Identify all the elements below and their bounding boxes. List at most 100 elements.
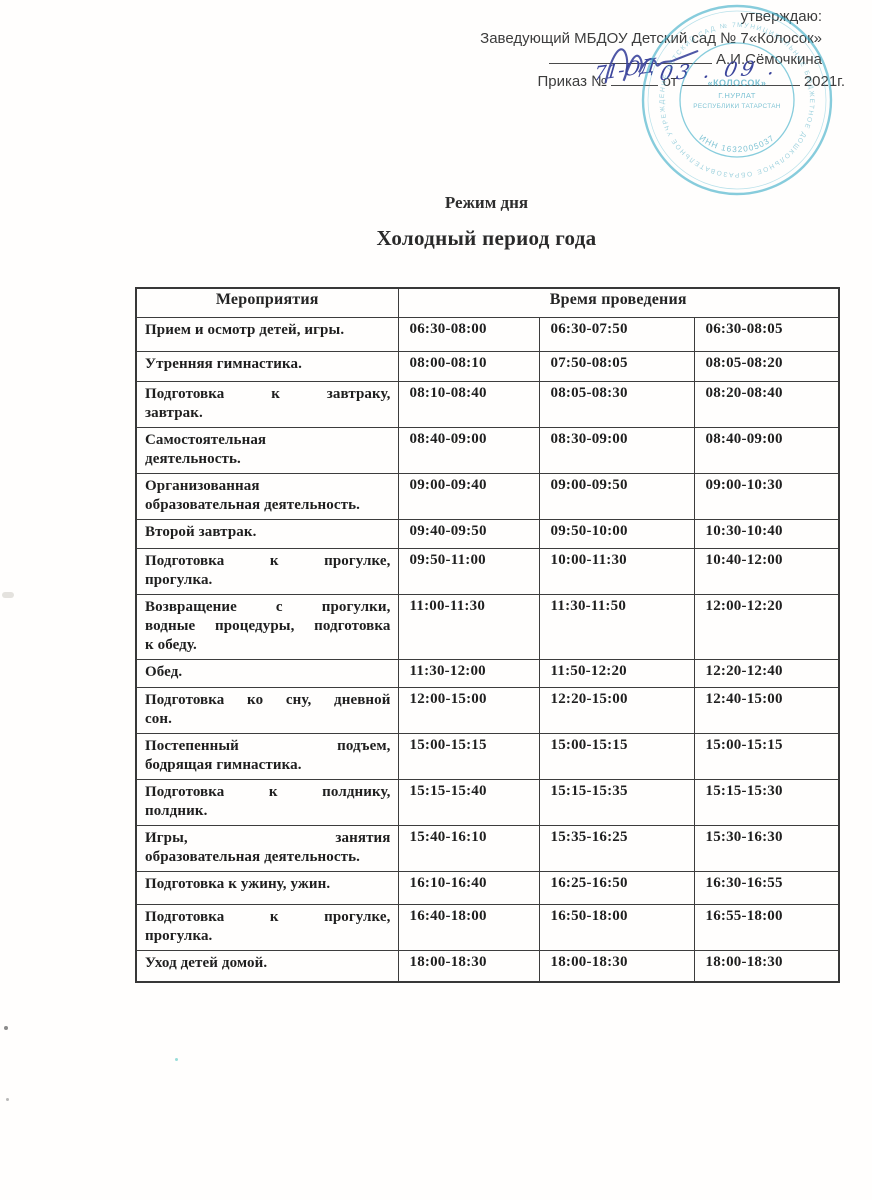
time-cell: 10:40-12:00 [693, 548, 840, 595]
table-row: Подготовка ко сну, дневной сон. 12:00-15:0… [135, 687, 840, 734]
time-cell: 11:30-12:00 [397, 659, 540, 688]
activity-cell: Подготовка к полднику, полдник. [135, 779, 399, 826]
scan-speck [4, 1026, 8, 1030]
activity-cell: Подготовка к прогулке, прогулка. [135, 904, 399, 951]
approval-block: утверждаю: Заведующий МБДОУ Детский сад … [282, 6, 845, 92]
table-row: Утренняя гимнастика. 08:00-08:10 07:50-08:… [135, 351, 840, 382]
table-row: Постепенный подъем, бодрящая гимнастика. 1… [135, 733, 840, 780]
time-cell: 08:40-09:00 [693, 427, 840, 474]
stamp-name: «КОЛОСОК» [708, 78, 767, 88]
time-cell: 08:40-09:00 [397, 427, 540, 474]
stamp-region: РЕСПУБЛИКИ ТАТАРСТАН [693, 103, 781, 110]
activity-cell: Уход детей домой. [135, 950, 399, 982]
page-subtitle: Холодный период года [376, 226, 597, 250]
time-cell: 12:00-15:00 [397, 687, 540, 734]
page-title: Режим дня [444, 193, 529, 212]
time-cell: 08:05-08:30 [538, 381, 695, 428]
time-cell: 16:55-18:00 [693, 904, 840, 951]
time-cell: 15:15-15:35 [538, 779, 695, 826]
time-cell: 09:00-09:40 [397, 473, 540, 520]
activity-cell: Утренняя гимнастика. [135, 351, 399, 382]
activity-cell: Игры, занятия образовательная деятельност… [135, 825, 399, 872]
time-cell: 15:30-16:30 [693, 825, 840, 872]
time-cell: 11:50-12:20 [538, 659, 695, 688]
activity-cell: Подготовка к прогулке, прогулка. [135, 548, 399, 595]
time-cell: 08:00-08:10 [397, 351, 540, 382]
time-cell: 09:50-11:00 [397, 548, 540, 595]
time-cell: 08:20-08:40 [693, 381, 840, 428]
order-from: от [662, 72, 678, 90]
time-cell: 18:00-18:30 [397, 950, 540, 982]
scan-speck [2, 592, 14, 598]
table-header-row: Мероприятия Время проведения [135, 287, 840, 318]
activity-cell: Постепенный подъем, бодрящая гимнастика. [135, 733, 399, 780]
activity-cell: Прием и осмотр детей, игры. [135, 317, 399, 352]
daily-schedule-table: Мероприятия Время проведения Прием и осм… [135, 287, 841, 983]
column-header-times: Время проведения [397, 287, 840, 318]
time-cell: 09:00-10:30 [693, 473, 840, 520]
time-cell: 06:30-08:00 [397, 317, 540, 352]
time-cell: 16:30-16:55 [693, 871, 840, 905]
table-row: Подготовка к прогулке, прогулка. 09:50-11:… [135, 548, 840, 595]
activity-cell: Организованная образовательная деятельнос… [135, 473, 399, 520]
activity-cell: Подготовка к ужину, ужин. [135, 871, 399, 905]
time-cell: 08:05-08:20 [693, 351, 840, 382]
table-row: Подготовка к полднику, полдник. 15:15-15:4… [135, 779, 840, 826]
stamp-city: Г.НУРЛАТ [718, 91, 756, 100]
time-cell: 09:00-09:50 [538, 473, 695, 520]
time-cell: 18:00-18:30 [693, 950, 840, 982]
time-cell: 15:00-15:15 [397, 733, 540, 780]
time-cell: 11:30-11:50 [538, 594, 695, 660]
time-cell: 16:50-18:00 [538, 904, 695, 951]
table-row: Самостоятельная деятельность. 08:40-09:00 0… [135, 427, 840, 474]
approval-head-title: Заведующий МБДОУ Детский сад № 7«Колосок… [480, 29, 822, 47]
approver-name: А.И.Сёмочкина [715, 51, 822, 68]
time-cell: 15:00-15:15 [538, 733, 695, 780]
table-row: Уход детей домой. 18:00-18:30 18:00-18:30 1… [135, 950, 840, 982]
time-cell: 18:00-18:30 [538, 950, 695, 982]
table-row: Возвращение с прогулки, водные процедуры,… [135, 594, 840, 660]
time-cell: 07:50-08:05 [538, 351, 695, 382]
table-row: Второй завтрак. 09:40-09:50 09:50-10:00 10:… [135, 519, 840, 549]
time-cell: 06:30-08:05 [693, 317, 840, 352]
table-row: Подготовка к завтраку, завтрак. 08:10-08:4… [135, 381, 840, 428]
time-cell: 08:10-08:40 [397, 381, 540, 428]
time-cell: 08:30-09:00 [538, 427, 695, 474]
scan-speck [175, 1058, 178, 1061]
handwritten-signature [604, 48, 699, 84]
document-titles: Режим дня Холодный период года [135, 193, 838, 251]
time-cell: 15:35-16:25 [538, 825, 695, 872]
order-date-blank [681, 71, 800, 86]
table-row: Подготовка к прогулке, прогулка. 16:40-18:… [135, 904, 840, 951]
time-cell: 06:30-07:50 [538, 317, 695, 352]
activity-cell: Возвращение с прогулки, водные процедуры,… [135, 594, 399, 660]
organization-round-stamp: МУНИЦИПАЛЬНОЕ БЮДЖЕТНОЕ ДОШКОЛЬНОЕ ОБРАЗ… [641, 4, 833, 196]
table-row: Прием и осмотр детей, игры. 06:30-08:00 06… [135, 317, 840, 352]
activity-cell: Обед. [135, 659, 399, 688]
activity-cell: Подготовка к завтраку, завтрак. [135, 381, 399, 428]
time-cell: 15:15-15:40 [397, 779, 540, 826]
time-cell: 12:20-12:40 [693, 659, 840, 688]
table-row: Организованная образовательная деятельнос… [135, 473, 840, 520]
order-year: 2021г. [803, 72, 845, 90]
order-number-blank [611, 71, 659, 86]
order-prefix: Приказ № [537, 72, 608, 90]
activity-cell: Самостоятельная деятельность. [135, 427, 399, 474]
time-cell: 09:50-10:00 [538, 519, 695, 549]
time-cell: 12:20-15:00 [538, 687, 695, 734]
time-cell: 16:10-16:40 [397, 871, 540, 905]
time-cell: 15:15-15:30 [693, 779, 840, 826]
order-line: Приказ № от 2021г. [282, 71, 845, 93]
activity-cell: Второй завтрак. [135, 519, 399, 549]
time-cell: 16:40-18:00 [397, 904, 540, 951]
scan-speck [6, 1098, 9, 1101]
time-cell: 16:25-16:50 [538, 871, 695, 905]
stamp-inn: ИНН 1632005037 [698, 133, 777, 154]
time-cell: 11:00-11:30 [397, 594, 540, 660]
column-header-activities: Мероприятия [135, 287, 399, 318]
table-row: Обед. 11:30-12:00 11:50-12:20 12:20-12:40 [135, 659, 840, 688]
table-row: Игры, занятия образовательная деятельност… [135, 825, 840, 872]
time-cell: 10:30-10:40 [693, 519, 840, 549]
time-cell: 15:00-15:15 [693, 733, 840, 780]
